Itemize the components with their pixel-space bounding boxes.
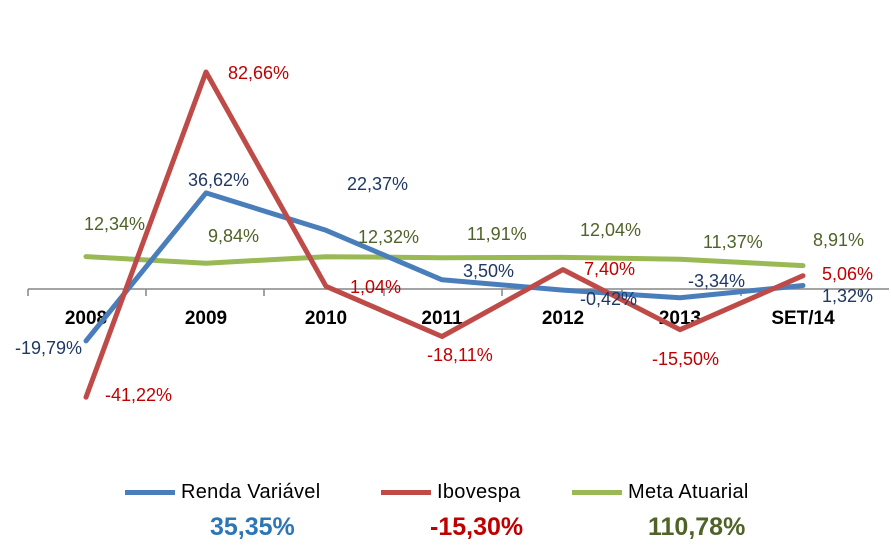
data-label: -0,42% [580,289,637,309]
x-tick-label: 2012 [542,308,584,329]
legend-item-meta-atuarial: Meta Atuarial [572,478,749,506]
data-label: -41,22% [105,385,172,405]
line-chart: 2008 2009 2010 2011 2012 2013 SET/14 -19,79%36… [15,63,889,405]
legend-label-ibovespa: Ibovespa [437,480,521,503]
data-label: -18,11% [427,345,493,365]
legend-label-meta-atuarial: Meta Atuarial [628,480,749,503]
data-label: -15,50% [652,349,719,369]
series-line-meta-atuarial [83,254,806,269]
data-label: 36,62% [188,170,249,190]
data-label: 11,91% [467,224,527,244]
legend: Renda Variável Ibovespa Meta Atuarial [0,478,891,506]
total-meta-atuarial: 110,78% [648,513,746,541]
data-label: -19,79% [15,338,82,358]
data-label: -3,34% [688,271,745,291]
data-labels: -19,79% 36,62% 22,37% 3,50% -0,42% -3,34% 1,32… [15,63,873,405]
data-label: 7,40% [584,259,635,279]
data-label: 9,84% [208,226,259,246]
legend-item-renda-variavel: Renda Variável [125,478,320,506]
legend-item-ibovespa: Ibovespa [381,478,521,506]
x-tick-label: 2009 [185,308,227,329]
data-label: 12,34% [84,214,145,234]
total-ibovespa: -15,30% [430,513,524,541]
x-tick-label: 2010 [305,308,347,329]
x-axis-tick-labels: 2008 2009 2010 2011 2012 2013 SET/14 [65,308,835,329]
data-label: 5,06% [822,264,873,284]
x-tick-label: 2011 [421,308,463,329]
legend-swatch-ibovespa [381,489,431,495]
data-label: 12,04% [580,220,641,240]
data-label: 12,32% [358,227,419,247]
x-tick-label: 2008 [65,308,107,329]
legend-swatch-renda-variavel [125,489,175,495]
data-label: 82,66% [228,63,289,83]
data-label: 3,50% [463,261,514,281]
series-lines [83,69,806,400]
total-renda-variavel: 35,35% [210,513,295,541]
series-line-renda-vari-vel [83,190,806,344]
data-label: 22,37% [347,174,408,194]
data-label: 8,91% [813,230,864,250]
data-label: 11,37% [703,232,763,252]
legend-label-renda-variavel: Renda Variável [181,480,321,503]
legend-swatch-meta-atuarial [572,489,622,495]
series-line-ibovespa [83,69,806,400]
data-label: 1,32% [822,286,873,306]
x-tick-label: SET/14 [771,308,835,329]
x-axis-ticks [27,289,862,296]
data-label: 1,04% [350,277,401,297]
